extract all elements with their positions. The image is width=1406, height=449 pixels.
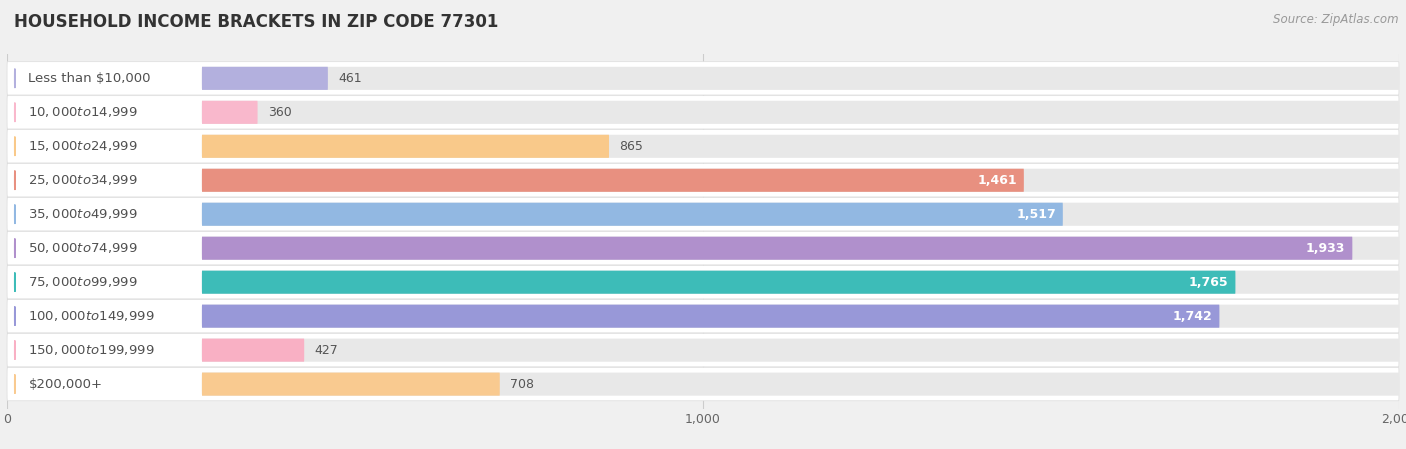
Text: 1,461: 1,461	[977, 174, 1017, 187]
FancyBboxPatch shape	[7, 299, 1399, 333]
FancyBboxPatch shape	[7, 130, 1399, 163]
FancyBboxPatch shape	[202, 101, 257, 124]
FancyBboxPatch shape	[202, 67, 1399, 90]
FancyBboxPatch shape	[202, 101, 1399, 124]
FancyBboxPatch shape	[202, 169, 1399, 192]
Text: 1,933: 1,933	[1306, 242, 1346, 255]
Text: $100,000 to $149,999: $100,000 to $149,999	[28, 309, 155, 323]
Text: $200,000+: $200,000+	[28, 378, 103, 391]
FancyBboxPatch shape	[202, 339, 1399, 362]
Text: 360: 360	[269, 106, 292, 119]
FancyBboxPatch shape	[202, 135, 1399, 158]
Text: Less than $10,000: Less than $10,000	[28, 72, 150, 85]
FancyBboxPatch shape	[202, 304, 1399, 328]
Text: HOUSEHOLD INCOME BRACKETS IN ZIP CODE 77301: HOUSEHOLD INCOME BRACKETS IN ZIP CODE 77…	[14, 13, 499, 31]
FancyBboxPatch shape	[202, 237, 1399, 260]
FancyBboxPatch shape	[202, 169, 1024, 192]
FancyBboxPatch shape	[7, 367, 1399, 401]
Text: 427: 427	[315, 343, 339, 357]
FancyBboxPatch shape	[202, 339, 304, 362]
Text: $75,000 to $99,999: $75,000 to $99,999	[28, 275, 138, 289]
FancyBboxPatch shape	[7, 265, 1399, 299]
FancyBboxPatch shape	[7, 198, 1399, 231]
FancyBboxPatch shape	[202, 304, 1219, 328]
FancyBboxPatch shape	[7, 163, 1399, 197]
Text: 865: 865	[620, 140, 644, 153]
FancyBboxPatch shape	[202, 271, 1236, 294]
FancyBboxPatch shape	[202, 373, 1399, 396]
Text: 461: 461	[339, 72, 361, 85]
Text: $15,000 to $24,999: $15,000 to $24,999	[28, 139, 138, 153]
Text: $25,000 to $34,999: $25,000 to $34,999	[28, 173, 138, 187]
FancyBboxPatch shape	[202, 271, 1399, 294]
FancyBboxPatch shape	[7, 334, 1399, 367]
Text: 1,765: 1,765	[1189, 276, 1229, 289]
FancyBboxPatch shape	[202, 202, 1399, 226]
FancyBboxPatch shape	[7, 96, 1399, 129]
Text: 708: 708	[510, 378, 534, 391]
FancyBboxPatch shape	[7, 232, 1399, 265]
Text: 1,742: 1,742	[1173, 310, 1212, 323]
FancyBboxPatch shape	[202, 202, 1063, 226]
Text: $50,000 to $74,999: $50,000 to $74,999	[28, 241, 138, 255]
FancyBboxPatch shape	[7, 62, 1399, 95]
FancyBboxPatch shape	[202, 237, 1353, 260]
Text: $10,000 to $14,999: $10,000 to $14,999	[28, 106, 138, 119]
FancyBboxPatch shape	[202, 67, 328, 90]
Text: $150,000 to $199,999: $150,000 to $199,999	[28, 343, 155, 357]
FancyBboxPatch shape	[202, 373, 499, 396]
FancyBboxPatch shape	[202, 135, 609, 158]
Text: Source: ZipAtlas.com: Source: ZipAtlas.com	[1274, 13, 1399, 26]
Text: $35,000 to $49,999: $35,000 to $49,999	[28, 207, 138, 221]
Text: 1,517: 1,517	[1017, 208, 1056, 221]
